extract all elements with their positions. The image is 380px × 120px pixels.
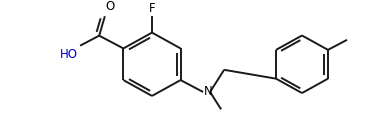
Text: O: O [106,0,115,13]
Text: HO: HO [60,48,78,61]
Text: F: F [149,2,155,15]
Text: N: N [204,85,213,99]
